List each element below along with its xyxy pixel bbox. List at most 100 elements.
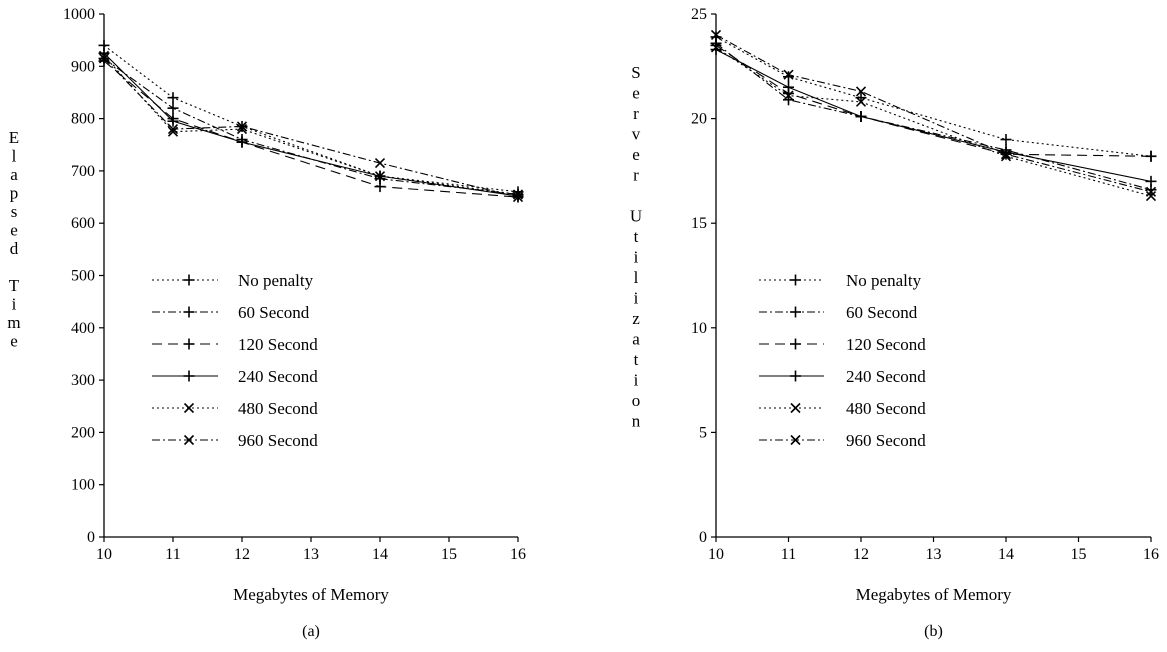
data-point xyxy=(374,171,386,182)
x-tick-label: 13 xyxy=(926,546,942,563)
legend-item: 60 Second xyxy=(152,303,310,322)
y-tick-label: 5 xyxy=(699,424,707,441)
series-line xyxy=(103,58,519,195)
marker-stroke xyxy=(183,402,195,414)
data-point xyxy=(167,115,179,127)
data-point xyxy=(783,90,794,101)
legend-item: 120 Second xyxy=(759,335,926,354)
panel-label: (b) xyxy=(924,623,943,640)
legend-item: No penalty xyxy=(152,271,314,290)
y-tick-label: 15 xyxy=(691,215,707,232)
legend-item: 240 Second xyxy=(152,367,318,386)
legend-marker xyxy=(790,434,801,446)
legend-label: 120 Second xyxy=(846,335,926,354)
series-960-second xyxy=(710,29,1157,197)
marker-stroke xyxy=(98,53,110,64)
marker-stroke xyxy=(1000,151,1012,162)
x-tick-label: 12 xyxy=(853,546,869,563)
y-tick-label: 20 xyxy=(691,111,707,128)
y-tick-label: 700 xyxy=(71,163,95,180)
panel-label: (a) xyxy=(302,623,320,640)
y-tick-label: 300 xyxy=(71,372,95,389)
data-point xyxy=(167,102,179,114)
data-point xyxy=(512,191,524,203)
marker-stroke xyxy=(1145,186,1157,197)
legend-marker xyxy=(183,434,195,446)
legend-marker xyxy=(183,274,195,286)
legend-marker xyxy=(790,306,801,318)
series-line xyxy=(715,49,1152,182)
data-point xyxy=(374,181,386,193)
marker-stroke xyxy=(183,434,195,446)
x-tick-label: 15 xyxy=(441,546,457,563)
data-point xyxy=(1000,149,1012,160)
marker-stroke xyxy=(710,29,722,40)
x-tick-label: 16 xyxy=(510,546,526,563)
marker-stroke xyxy=(167,123,179,135)
legend-label: No penalty xyxy=(238,271,314,290)
x-tick-label: 16 xyxy=(1143,546,1159,563)
series-no-penalty xyxy=(710,31,1157,162)
y-tick-label: 800 xyxy=(71,111,95,128)
legend-label: 960 Second xyxy=(846,431,926,450)
legend-item: 960 Second xyxy=(759,431,926,450)
data-point xyxy=(855,111,867,123)
legend-item: 60 Second xyxy=(759,303,918,322)
legend-label: No penalty xyxy=(846,271,922,290)
data-point xyxy=(855,86,867,97)
data-point xyxy=(236,121,248,132)
marker-stroke xyxy=(374,171,386,182)
y-tick-label: 600 xyxy=(71,215,95,232)
data-point xyxy=(1145,186,1157,197)
x-tick-label: 14 xyxy=(998,546,1014,563)
data-point xyxy=(1000,134,1012,146)
legend-marker xyxy=(183,402,195,414)
marker-stroke xyxy=(1145,190,1157,202)
data-point xyxy=(783,71,794,83)
marker-stroke xyxy=(374,157,386,169)
legend-item: 480 Second xyxy=(152,399,318,418)
data-point xyxy=(710,29,722,40)
y-tick-label: 900 xyxy=(71,58,95,75)
legend-item: 240 Second xyxy=(759,367,926,386)
y-tick-label: 500 xyxy=(71,268,95,285)
y-tick-label: 10 xyxy=(691,320,707,337)
legend-label: 960 Second xyxy=(238,431,318,450)
series-line xyxy=(715,47,1152,197)
x-tick-label: 10 xyxy=(96,546,112,563)
y-tick-label: 400 xyxy=(71,320,95,337)
y-tick-label: 0 xyxy=(699,529,707,546)
legend-item: 120 Second xyxy=(152,335,318,354)
series-960-second xyxy=(98,53,524,203)
x-tick-label: 11 xyxy=(165,546,180,563)
data-point xyxy=(98,53,110,64)
legend-label: 480 Second xyxy=(238,399,318,418)
series-240-second xyxy=(98,47,524,202)
marker-stroke xyxy=(855,86,867,97)
legend-marker xyxy=(790,338,801,350)
marker-stroke xyxy=(512,191,524,203)
marker-stroke xyxy=(512,189,524,200)
x-axis-title: Megabytes of Memory xyxy=(856,585,1012,604)
marker-stroke xyxy=(98,50,110,61)
series-line xyxy=(103,44,519,193)
series-480-second xyxy=(98,50,524,200)
data-point xyxy=(1145,175,1157,187)
marker-stroke xyxy=(783,90,794,101)
series-480-second xyxy=(710,42,1157,202)
x-tick-label: 12 xyxy=(234,546,250,563)
data-point xyxy=(710,44,722,56)
legend-marker xyxy=(183,338,195,350)
data-point xyxy=(1145,150,1157,162)
legend-marker xyxy=(790,402,801,414)
marker-stroke xyxy=(236,121,248,132)
legend-label: 60 Second xyxy=(846,303,918,322)
legend-label: 120 Second xyxy=(238,335,318,354)
data-point xyxy=(710,42,722,53)
series-line xyxy=(715,44,1152,157)
marker-stroke xyxy=(790,434,801,446)
legend-marker xyxy=(183,306,195,318)
data-point xyxy=(512,189,524,200)
